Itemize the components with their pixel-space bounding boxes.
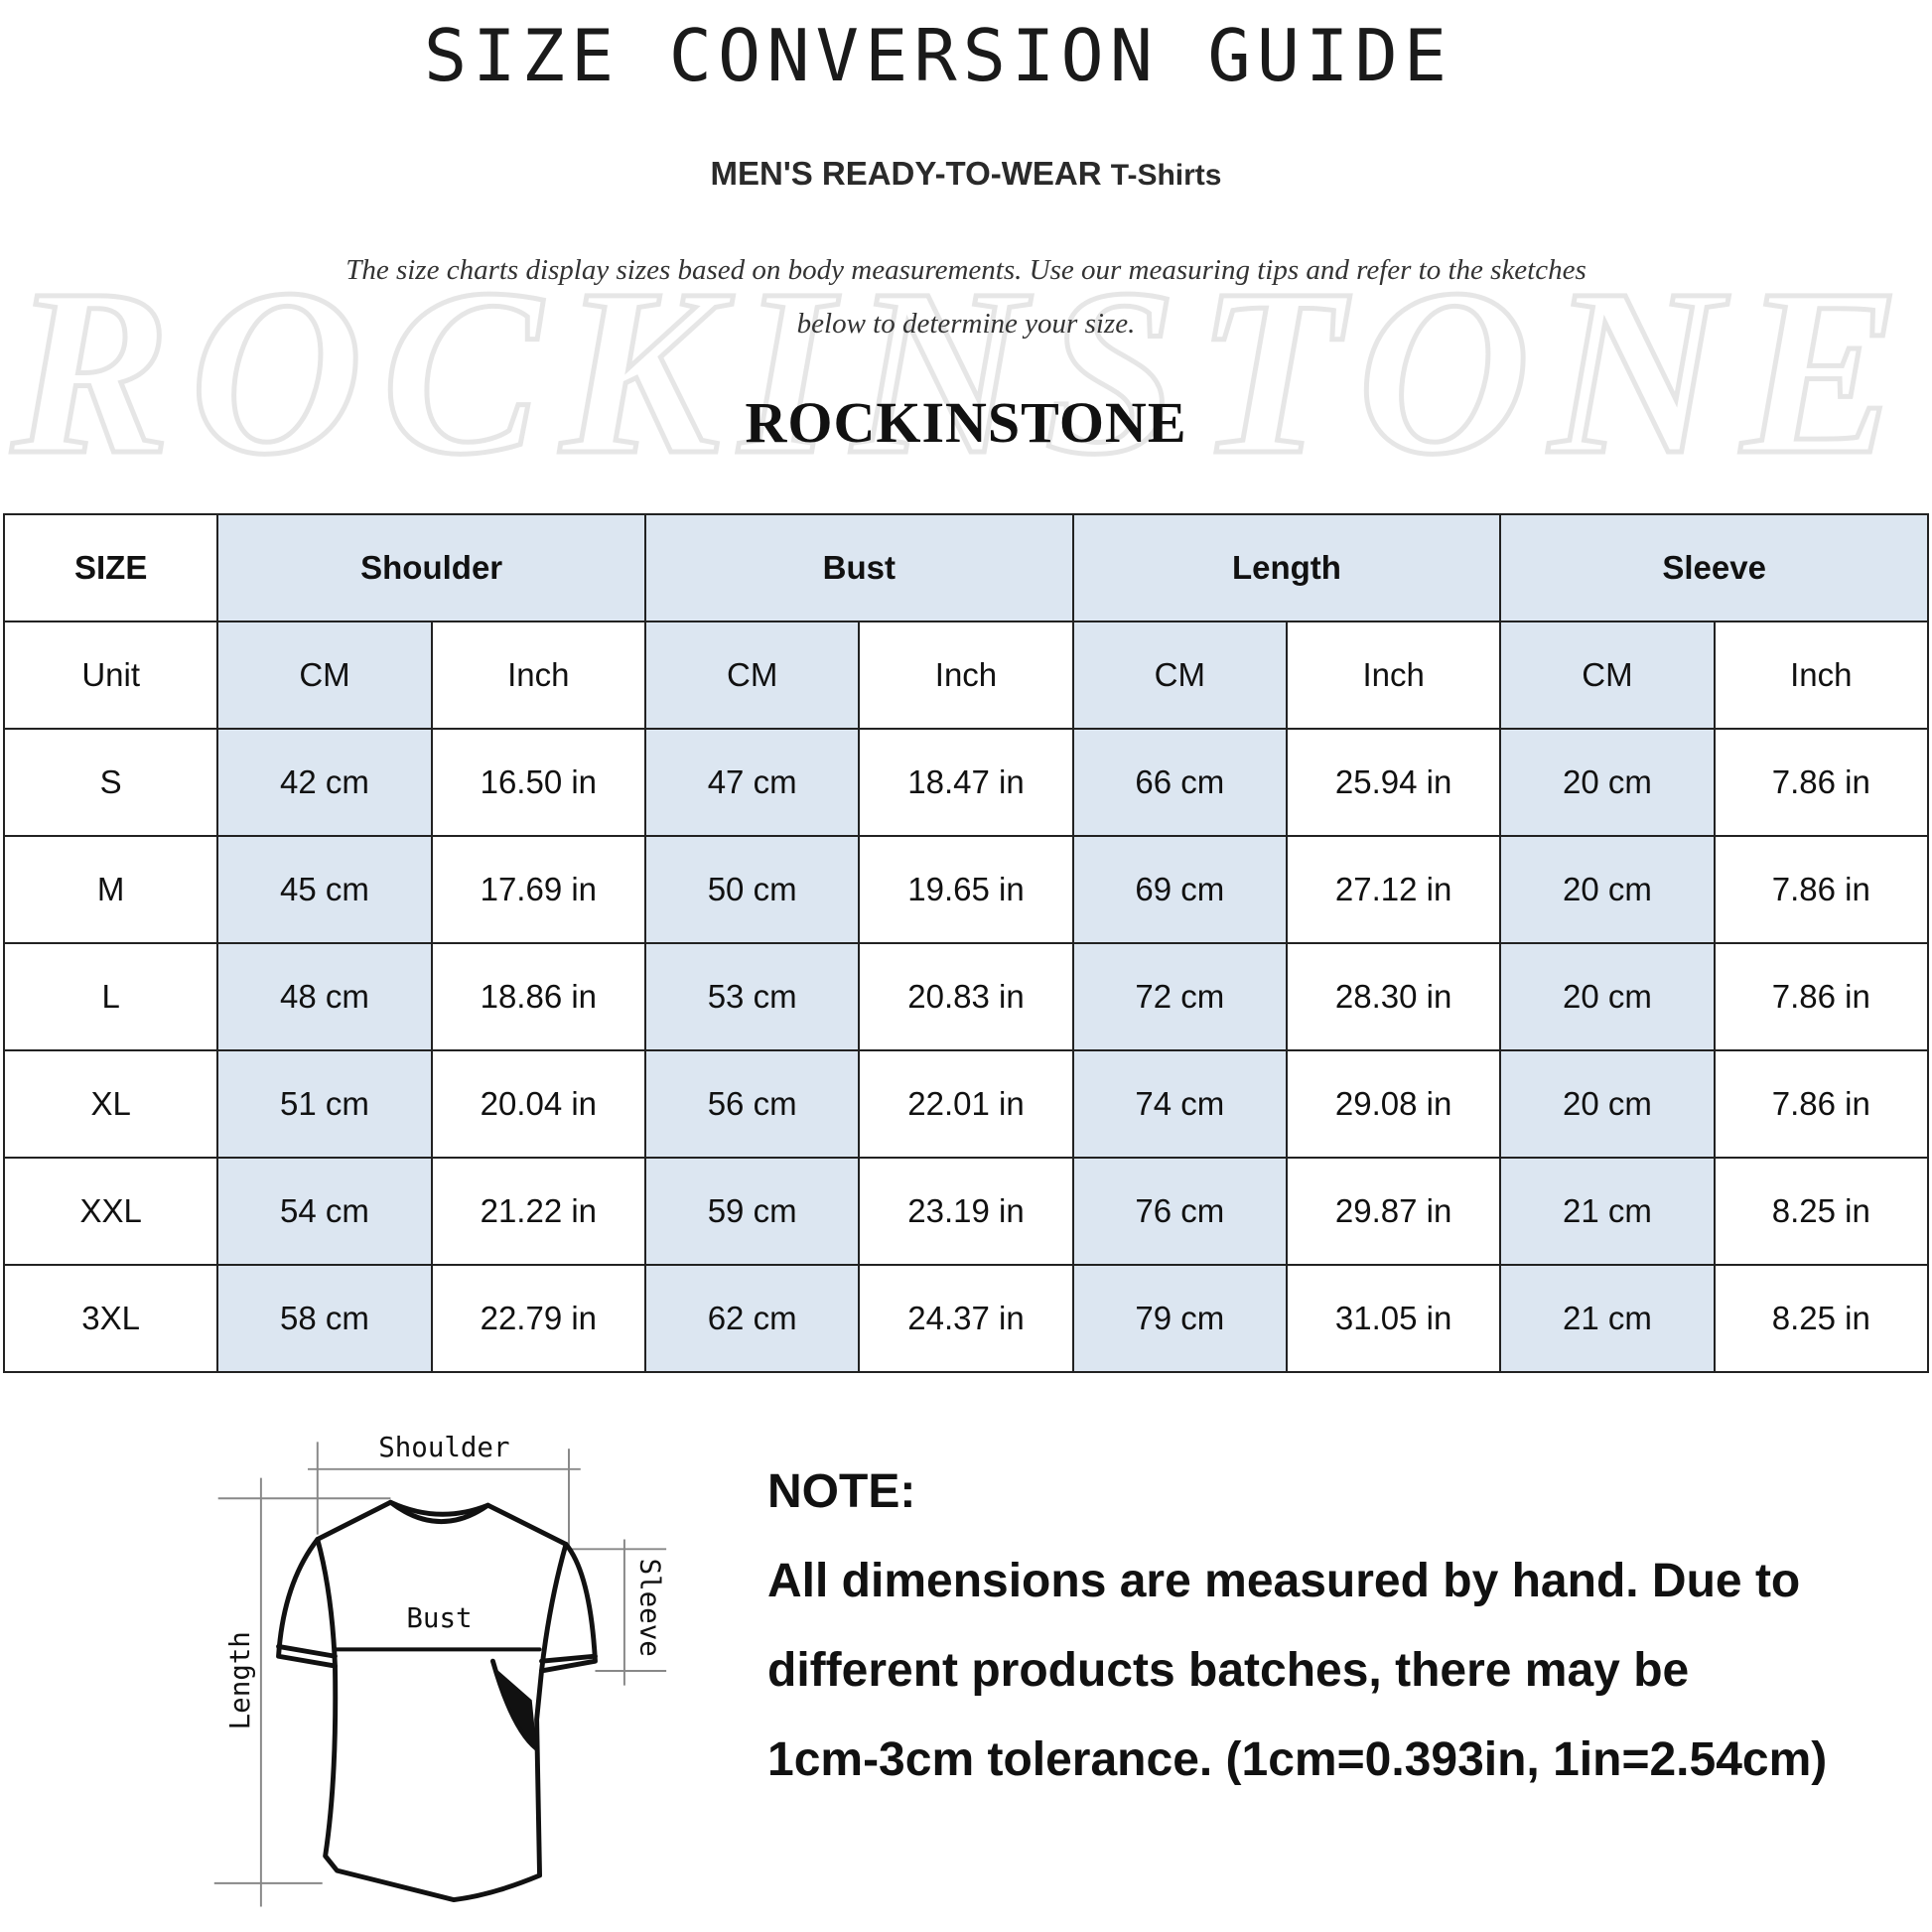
size-cell: S (2, 728, 219, 837)
size-cell: M (2, 835, 219, 944)
measurement-cell: 20.04 in (430, 1049, 646, 1159)
measurement-cell: 29.87 in (1285, 1157, 1502, 1266)
measurement-cell: 8.25 in (1713, 1264, 1930, 1373)
unit-cell: CM (1071, 621, 1288, 730)
note-line-2: different products batches, there may be (767, 1644, 1690, 1697)
measurement-cell: 19.65 in (858, 835, 1074, 944)
description-line-1: The size charts display sizes based on b… (345, 254, 1587, 286)
measurement-cell: 22.01 in (858, 1049, 1074, 1159)
measurement-cell: 79 cm (1071, 1264, 1288, 1373)
measurement-cell: 20 cm (1499, 1049, 1716, 1159)
measurement-cell: 7.86 in (1713, 728, 1930, 837)
table-row: L 48 cm 18.86 in 53 cm 20.83 in 72 cm 28.30 in… (2, 942, 1930, 1051)
watermark-text: ROCKINSTONE (11, 268, 1921, 486)
group-header: Bust (643, 513, 1074, 622)
measurement-cell: 21 cm (1499, 1264, 1716, 1373)
measurement-cell: 31.05 in (1285, 1264, 1502, 1373)
measurement-cell: 27.12 in (1285, 835, 1502, 944)
measurement-cell: 76 cm (1071, 1157, 1288, 1266)
sleeve-label: Sleeve (634, 1559, 665, 1657)
measurement-cell: 69 cm (1071, 835, 1288, 944)
description-line-2: below to determine your size. (796, 308, 1136, 340)
group-header: Shoulder (216, 513, 646, 622)
note: NOTE: All dimensions are measured by han… (767, 1448, 1919, 1805)
measurement-cell: 42 cm (216, 728, 433, 837)
measurement-cell: 53 cm (643, 942, 861, 1051)
size-cell: XXL (2, 1157, 219, 1266)
unit-cell: Inch (1285, 621, 1502, 730)
measurement-cell: 58 cm (216, 1264, 433, 1373)
measurement-cell: 20 cm (1499, 942, 1716, 1051)
brand-name: ROCKINSTONE (745, 390, 1187, 455)
size-cell: 3XL (2, 1264, 219, 1373)
shoulder-label: Shoulder (378, 1433, 509, 1463)
group-header: Sleeve (1499, 513, 1929, 622)
unit-cell: CM (1499, 621, 1716, 730)
measurement-cell: 7.86 in (1713, 1049, 1930, 1159)
measurement-cell: 20.83 in (858, 942, 1074, 1051)
measurement-cell: 23.19 in (858, 1157, 1074, 1266)
measurement-cell: 7.86 in (1713, 835, 1930, 944)
measurement-cell: 17.69 in (430, 835, 646, 944)
length-label: Length (225, 1631, 256, 1729)
measurement-cell: 21 cm (1499, 1157, 1716, 1266)
subtitle-main: MEN'S READY-TO-WEAR (710, 155, 1102, 192)
size-cell: L (2, 942, 219, 1051)
measurement-cell: 29.08 in (1285, 1049, 1502, 1159)
table-row: XXL 54 cm 21.22 in 59 cm 23.19 in 76 cm 29.87 … (2, 1157, 1930, 1266)
measurement-cell: 20 cm (1499, 728, 1716, 837)
measurement-cell: 28.30 in (1285, 942, 1502, 1051)
unit-cell: Inch (1713, 621, 1930, 730)
size-header: SIZE (2, 513, 219, 622)
measurement-cell: 72 cm (1071, 942, 1288, 1051)
measurement-cell: 18.86 in (430, 942, 646, 1051)
subtitle: MEN'S READY-TO-WEAR T-Shirts (0, 155, 1932, 193)
size-table: SIZE Shoulder Bust Length Sleeve Unit CM Inch CM… (2, 513, 1930, 1373)
measurement-cell: 59 cm (643, 1157, 861, 1266)
table-header-row: SIZE Shoulder Bust Length Sleeve (2, 513, 1929, 622)
table-row: S 42 cm 16.50 in 47 cm 18.47 in 66 cm 25.94 in… (2, 728, 1930, 837)
unit-cell: Inch (858, 621, 1074, 730)
measurement-cell: 21.22 in (430, 1157, 646, 1266)
unit-cell: Inch (430, 621, 646, 730)
group-header: Length (1071, 513, 1502, 622)
watermark: ROCKINSTONE (8, 268, 1921, 486)
measurement-cell: 25.94 in (1285, 728, 1502, 837)
measurement-cell: 54 cm (216, 1157, 433, 1266)
measurement-cell: 47 cm (643, 728, 861, 837)
bust-label: Bust (406, 1603, 472, 1634)
measurement-cell: 51 cm (216, 1049, 433, 1159)
size-cell: XL (2, 1049, 219, 1159)
unit-header: Unit (2, 621, 219, 730)
measurement-cell: 56 cm (643, 1049, 861, 1159)
measurement-cell: 7.86 in (1713, 942, 1930, 1051)
table-row: 3XL 58 cm 22.79 in 62 cm 24.37 in 79 cm 31.05 … (2, 1264, 1930, 1373)
measurement-cell: 66 cm (1071, 728, 1288, 837)
note-line-1: All dimensions are measured by hand. Due… (767, 1555, 1801, 1607)
table-row: XL 51 cm 20.04 in 56 cm 22.01 in 74 cm 29.08 i… (2, 1049, 1930, 1159)
tshirt-measurement-diagram: Shoulder Bust Length Sleeve (213, 1433, 667, 1907)
measurement-cell: 8.25 in (1713, 1157, 1930, 1266)
measurement-cell: 24.37 in (858, 1264, 1074, 1373)
measurement-cell: 48 cm (216, 942, 433, 1051)
measurement-cell: 62 cm (643, 1264, 861, 1373)
measurement-cell: 16.50 in (430, 728, 646, 837)
unit-row: Unit CM Inch CM Inch CM Inch CM Inch (2, 621, 1930, 730)
measurement-cell: 20 cm (1499, 835, 1716, 944)
note-heading: NOTE: (767, 1465, 916, 1518)
measurement-cell: 18.47 in (858, 728, 1074, 837)
measurement-cell: 74 cm (1071, 1049, 1288, 1159)
page-title: SIZE CONVERSION GUIDE (423, 14, 1453, 97)
note-line-3: 1cm-3cm tolerance. (1cm=0.393in, 1in=2.5… (767, 1733, 1828, 1786)
subtitle-product: T-Shirts (1110, 159, 1222, 192)
measurement-cell: 45 cm (216, 835, 433, 944)
unit-cell: CM (216, 621, 433, 730)
unit-cell: CM (643, 621, 861, 730)
measurement-cell: 50 cm (643, 835, 861, 944)
table-row: M 45 cm 17.69 in 50 cm 19.65 in 69 cm 27.12 in… (2, 835, 1930, 944)
measurement-cell: 22.79 in (430, 1264, 646, 1373)
